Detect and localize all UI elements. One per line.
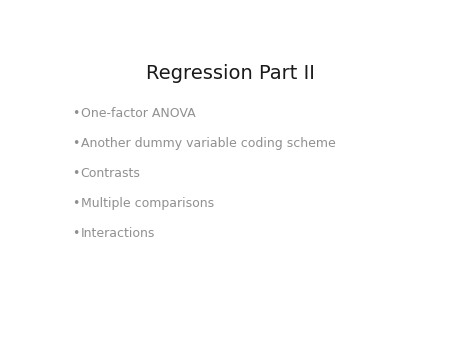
Text: •: • bbox=[72, 197, 79, 210]
Text: •: • bbox=[72, 137, 79, 150]
Text: Multiple comparisons: Multiple comparisons bbox=[81, 197, 214, 210]
Text: Interactions: Interactions bbox=[81, 227, 155, 240]
Text: •: • bbox=[72, 167, 79, 180]
Text: •: • bbox=[72, 107, 79, 120]
Text: •: • bbox=[72, 227, 79, 240]
Text: One-factor ANOVA: One-factor ANOVA bbox=[81, 107, 195, 120]
Text: Contrasts: Contrasts bbox=[81, 167, 140, 180]
Text: Another dummy variable coding scheme: Another dummy variable coding scheme bbox=[81, 137, 335, 150]
Text: Regression Part II: Regression Part II bbox=[146, 64, 315, 83]
